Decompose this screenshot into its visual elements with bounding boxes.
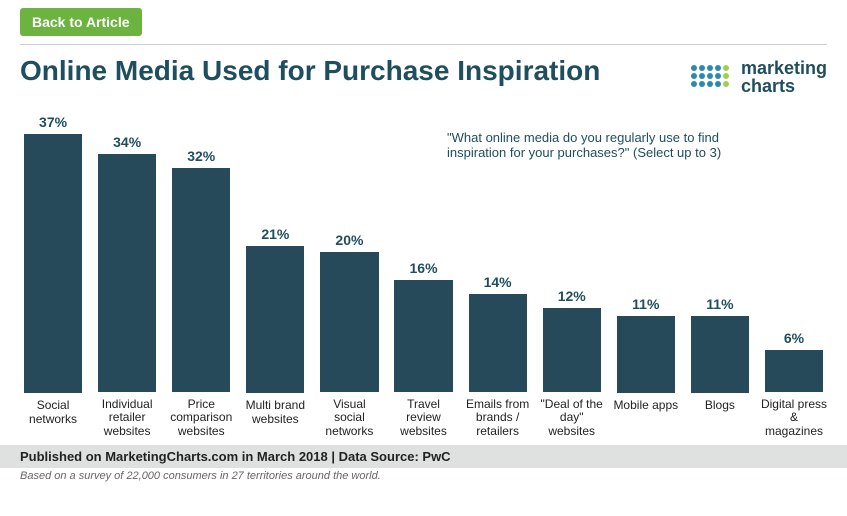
bar-column: 12% "Deal of the day" websites — [539, 109, 605, 439]
bar-category-label: Digital press & magazines — [761, 392, 827, 439]
bar-category-label: Visual social networks — [316, 392, 382, 439]
bar-category-label: Emails from brands / retailers — [466, 392, 529, 439]
bar — [543, 308, 601, 392]
bar-category-label: Mobile apps — [613, 393, 678, 439]
bar-value-label: 6% — [761, 330, 827, 346]
bar-wrap: 34% — [94, 109, 160, 392]
bar-category-label: Social networks — [29, 393, 77, 439]
bar-category-label: Multi brand websites — [246, 393, 305, 439]
bar-wrap: 37% — [20, 109, 86, 393]
logo-text: marketing charts — [741, 59, 827, 95]
bar-value-label: 20% — [316, 232, 382, 248]
bar-value-label: 32% — [168, 148, 234, 164]
bar-category-label: Travel review websites — [400, 392, 447, 439]
bar-wrap: 32% — [168, 109, 234, 392]
bar-wrap: 6% — [761, 109, 827, 392]
bar-column: 16% Travel review websites — [390, 109, 456, 439]
bar — [24, 134, 82, 393]
bar — [98, 154, 156, 392]
published-line: Published on MarketingCharts.com in Marc… — [20, 449, 827, 464]
bar-column: 11% Mobile apps — [613, 109, 679, 439]
bar-value-label: 11% — [613, 296, 679, 312]
bar — [246, 246, 304, 393]
bar — [320, 252, 378, 392]
bar — [469, 294, 527, 392]
bar — [691, 316, 749, 393]
top-divider — [20, 44, 827, 45]
logo-dots-icon — [689, 63, 733, 91]
bar-wrap: 12% — [539, 109, 605, 392]
bar-wrap: 11% — [687, 109, 753, 393]
bar-category-label: Individual retailer websites — [102, 392, 153, 439]
bar-category-label: "Deal of the day" websites — [541, 392, 603, 439]
bar-value-label: 11% — [687, 296, 753, 312]
page-title: Online Media Used for Purchase Inspirati… — [20, 55, 600, 87]
bar-column: 11% Blogs — [687, 109, 753, 439]
header-row: Online Media Used for Purchase Inspirati… — [20, 55, 827, 95]
bar-value-label: 34% — [94, 134, 160, 150]
bar — [765, 350, 823, 392]
bar-value-label: 37% — [20, 114, 86, 130]
bar-column: 32% Price comparison websites — [168, 109, 234, 439]
bar-column: 6% Digital press & magazines — [761, 109, 827, 439]
logo-text-line1: marketing — [741, 59, 827, 77]
bar — [617, 316, 675, 393]
back-to-article-button[interactable]: Back to Article — [20, 8, 142, 36]
bar-column: 37% Social networks — [20, 109, 86, 439]
bar — [172, 168, 230, 392]
bar-value-label: 14% — [465, 274, 531, 290]
bar-wrap: 11% — [613, 109, 679, 393]
bar-column: 14% Emails from brands / retailers — [465, 109, 531, 439]
bar-value-label: 12% — [539, 288, 605, 304]
bar-column: 34% Individual retailer websites — [94, 109, 160, 439]
footer-band: Published on MarketingCharts.com in Marc… — [0, 445, 847, 468]
bar-wrap: 21% — [242, 109, 308, 393]
bar-wrap: 14% — [465, 109, 531, 392]
bar-chart: 37% Social networks 34% Individual retailer… — [20, 109, 827, 439]
bar-column: 20% Visual social networks — [316, 109, 382, 439]
bar — [394, 280, 452, 392]
marketingcharts-logo: marketing charts — [689, 59, 827, 95]
bar-column: 21% Multi brand websites — [242, 109, 308, 439]
survey-basis-line: Based on a survey of 22,000 consumers in… — [20, 468, 827, 482]
page: Back to Article Online Media Used for Pu… — [0, 0, 847, 516]
bar-value-label: 16% — [390, 260, 456, 276]
bar-category-label: Blogs — [705, 393, 735, 439]
bar-value-label: 21% — [242, 226, 308, 242]
bar-category-label: Price comparison websites — [170, 392, 232, 439]
bar-wrap: 20% — [316, 109, 382, 392]
logo-text-line2: charts — [741, 77, 827, 95]
bar-wrap: 16% — [390, 109, 456, 392]
